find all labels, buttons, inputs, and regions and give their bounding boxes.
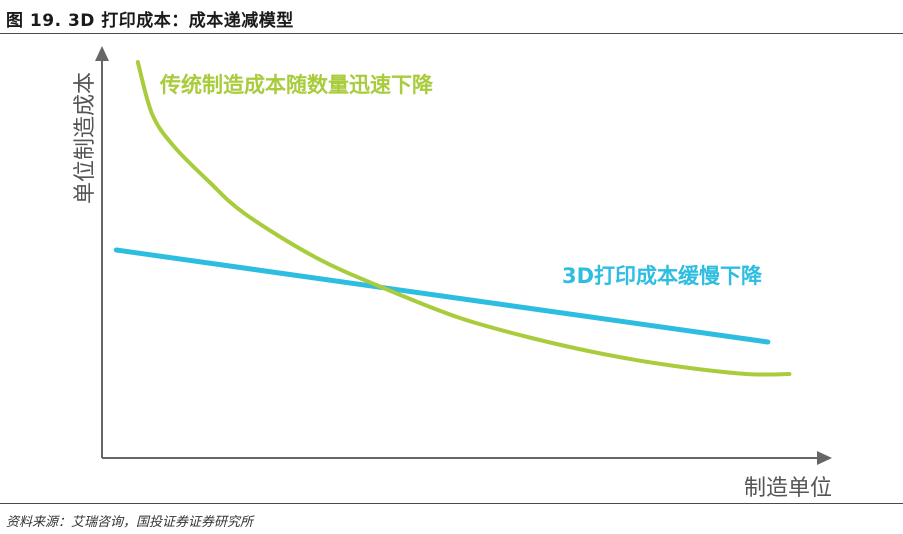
chart: 传统制造成本随数量迅速下降 3D打印成本缓慢下降 制造单位 单位制造成本 [73, 46, 832, 500]
series-line-traditional [135, 60, 792, 377]
figure-title: 图 19. 3D 打印成本：成本递减模型 [6, 11, 294, 31]
series-layer [113, 60, 792, 377]
top-divider [0, 33, 903, 34]
y-axis-label: 单位制造成本 [73, 72, 98, 204]
series-line-3d-printing [113, 247, 771, 345]
series-label-3d-printing: 3D打印成本缓慢下降 [562, 264, 763, 288]
x-axis-label: 制造单位 [744, 476, 832, 500]
bottom-divider [0, 503, 903, 504]
x-axis-arrow [817, 451, 832, 465]
series-label-traditional: 传统制造成本随数量迅速下降 [159, 73, 434, 97]
source-note: 资料来源：艾瑞咨询，国投证券证券研究所 [6, 515, 254, 530]
y-axis-arrow [95, 46, 109, 61]
axes [95, 46, 832, 465]
